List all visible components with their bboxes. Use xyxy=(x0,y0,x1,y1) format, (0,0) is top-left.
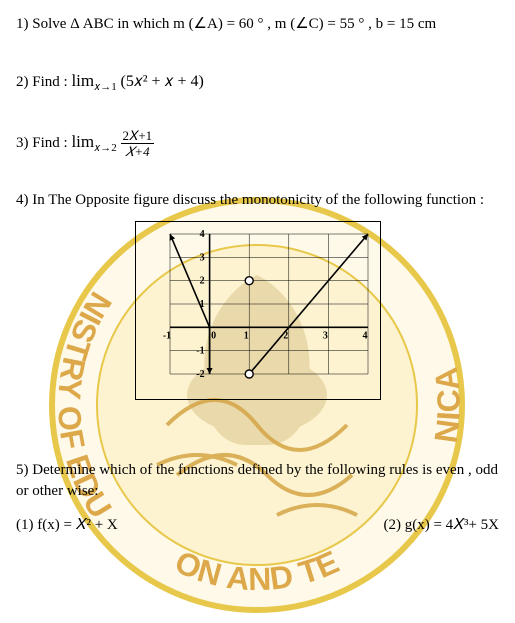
svg-text:0: 0 xyxy=(211,331,216,342)
q2-lim: lim xyxy=(71,71,94,90)
question-4: 4) In The Opposite figure discuss the mo… xyxy=(16,192,499,209)
q5-text: 5) Determine which of the functions defi… xyxy=(16,462,498,499)
question-5-parts: (1) f(x) = 𝑋² + X (2) g(x) = 4𝑋³+ 5X xyxy=(16,516,499,534)
q2-prefix: 2) Find : xyxy=(16,74,71,90)
q5-part-a: (1) f(x) = 𝑋² + X xyxy=(16,516,118,534)
q3-fraction: 2𝑋+1 𝑋+4 xyxy=(121,129,155,158)
svg-text:3: 3 xyxy=(322,331,327,342)
svg-text:1: 1 xyxy=(243,331,248,342)
svg-text:ON AND TE: ON AND TE xyxy=(170,543,344,597)
q3-num: 2𝑋+1 xyxy=(121,129,155,144)
q5-part-b: (2) g(x) = 4𝑋³+ 5X xyxy=(383,516,499,534)
q1-text: 1) Solve Δ ABC in which m (∠A) = 60 ° , … xyxy=(16,16,436,32)
q3-den: 𝑋+4 xyxy=(121,144,155,158)
question-5: 5) Determine which of the functions defi… xyxy=(16,460,499,502)
q3-prefix: 3) Find : xyxy=(16,135,71,151)
q3-sub: 𝑥→2 xyxy=(94,142,117,154)
figure-container: -101234-2-11234 xyxy=(135,221,381,400)
question-3: 3) Find : lim𝑥→2 2𝑋+1 𝑋+4 xyxy=(16,129,499,158)
q2-sub: 𝑥→1 xyxy=(94,81,117,93)
svg-text:4: 4 xyxy=(362,331,367,342)
svg-text:4: 4 xyxy=(199,229,204,240)
question-2: 2) Find : lim𝑥→1 (5𝑥² + 𝑥 + 4) xyxy=(16,69,499,95)
svg-text:-1: -1 xyxy=(196,346,204,357)
svg-text:-2: -2 xyxy=(196,369,204,380)
svg-text:-1: -1 xyxy=(162,331,170,342)
question-1: 1) Solve Δ ABC in which m (∠A) = 60 ° , … xyxy=(16,14,499,35)
q3-lim: lim xyxy=(71,132,94,151)
q4-text: 4) In The Opposite figure discuss the mo… xyxy=(16,192,484,208)
svg-text:2: 2 xyxy=(199,276,204,287)
q2-expr: (5𝑥² + 𝑥 + 4) xyxy=(121,73,204,90)
function-graph: -101234-2-11234 xyxy=(142,228,374,388)
svg-text:3: 3 xyxy=(199,253,204,264)
watermark-bottom-text: ON AND TE xyxy=(170,543,344,597)
